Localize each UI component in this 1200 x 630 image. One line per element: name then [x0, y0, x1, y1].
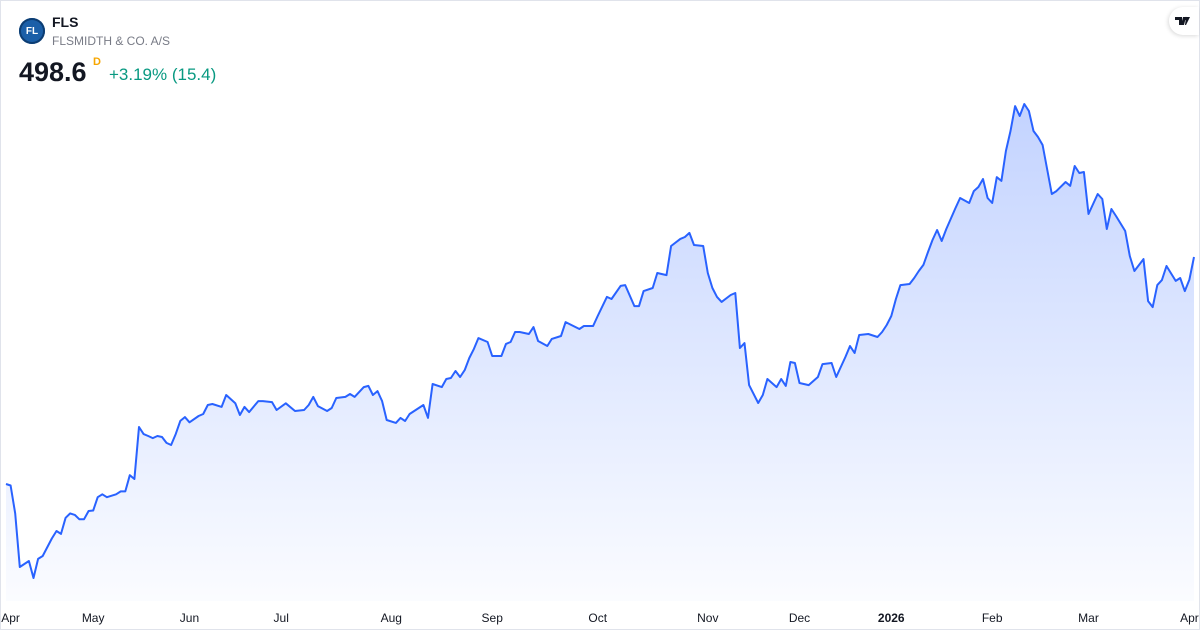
x-tick-label: 2026 [878, 611, 905, 625]
x-tick-label: Aug [381, 611, 402, 625]
logo: FL [19, 18, 45, 44]
area-fill [6, 104, 1194, 601]
company-name: FLSMIDTH & CO. A/S [52, 34, 171, 48]
x-tick-label: May [82, 611, 105, 625]
x-tick-label: Mar [1078, 611, 1099, 625]
x-tick-label: Sep [482, 611, 504, 625]
x-tick-label: Jul [274, 611, 289, 625]
tradingview-icon [1175, 16, 1190, 25]
symbol[interactable]: FLS [52, 14, 79, 30]
price: 498.6 [19, 57, 87, 87]
interval: D [93, 56, 101, 68]
x-tick-label: Dec [789, 611, 810, 625]
x-tick-label: Apr [1180, 611, 1199, 625]
tradingview-logo[interactable] [1169, 7, 1199, 35]
x-tick-label: Feb [982, 611, 1003, 625]
change: +3.19% (15.4) [109, 65, 217, 84]
x-tick-label: Jun [180, 611, 199, 625]
x-tick-label: Apr [1, 611, 20, 625]
x-tick-label: Nov [697, 611, 718, 625]
x-tick-label: Oct [588, 611, 607, 625]
price-line [5, 103, 1195, 579]
